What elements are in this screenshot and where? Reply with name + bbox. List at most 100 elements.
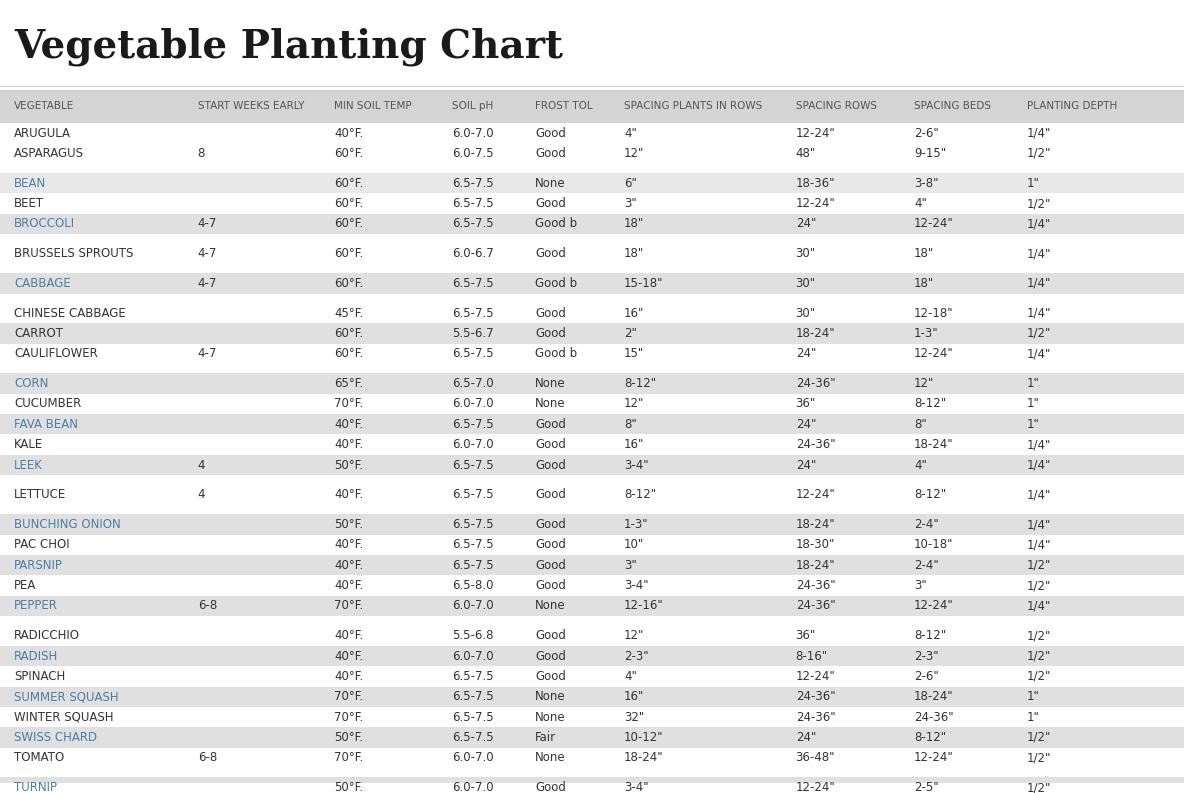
Text: SPACING ROWS: SPACING ROWS [796,102,876,112]
Text: CUCUMBER: CUCUMBER [14,397,82,411]
Text: 15-18": 15-18" [624,277,663,290]
Text: 6.5-7.5: 6.5-7.5 [452,277,494,290]
Text: 10-18": 10-18" [914,538,953,551]
Text: 50°F.: 50°F. [334,781,363,793]
Text: 10-12": 10-12" [624,731,663,744]
Text: 9-15": 9-15" [914,147,946,160]
Text: 12-24": 12-24" [796,127,836,140]
Text: 1/2": 1/2" [1027,751,1051,764]
Text: 24-36": 24-36" [796,439,835,451]
Text: 1/2": 1/2" [1027,327,1051,340]
Text: START WEEKS EARLY: START WEEKS EARLY [198,102,304,112]
Text: CAULIFLOWER: CAULIFLOWER [14,347,98,360]
FancyBboxPatch shape [0,234,1184,243]
Text: 24": 24" [796,217,816,231]
Text: 2-5": 2-5" [914,781,939,793]
Text: 1": 1" [1027,177,1040,190]
Text: 1/4": 1/4" [1027,600,1051,612]
Text: BRUSSELS SPROUTS: BRUSSELS SPROUTS [14,247,134,260]
FancyBboxPatch shape [0,646,1184,666]
Text: Good b: Good b [535,347,578,360]
Text: RADISH: RADISH [14,649,58,662]
Text: PEPPER: PEPPER [14,600,58,612]
Text: 1/4": 1/4" [1027,277,1051,290]
FancyBboxPatch shape [0,274,1184,293]
Text: Good: Good [535,197,566,210]
Text: 24-36": 24-36" [796,600,835,612]
FancyBboxPatch shape [0,123,1184,144]
FancyBboxPatch shape [0,626,1184,646]
Text: Good: Good [535,538,566,551]
FancyBboxPatch shape [0,687,1184,707]
Text: 70°F.: 70°F. [334,751,363,764]
Text: 6-8: 6-8 [198,600,217,612]
FancyBboxPatch shape [0,475,1184,485]
Text: 4-7: 4-7 [198,217,217,231]
Text: ASPARAGUS: ASPARAGUS [14,147,84,160]
Text: 6.0-7.0: 6.0-7.0 [452,649,494,662]
Text: 6.0-7.0: 6.0-7.0 [452,781,494,793]
Text: 1/2": 1/2" [1027,731,1051,744]
Text: 8: 8 [198,147,205,160]
Text: 40°F.: 40°F. [334,579,363,592]
FancyBboxPatch shape [0,576,1184,596]
Text: 6-8: 6-8 [198,751,217,764]
FancyBboxPatch shape [0,264,1184,274]
Text: 1/4": 1/4" [1027,538,1051,551]
FancyBboxPatch shape [0,193,1184,214]
Text: 24": 24" [796,347,816,360]
Text: 12": 12" [624,629,644,642]
Text: BUNCHING ONION: BUNCHING ONION [14,518,121,531]
FancyBboxPatch shape [0,163,1184,173]
FancyBboxPatch shape [0,707,1184,727]
Text: 2-3": 2-3" [914,649,939,662]
Text: 24": 24" [796,418,816,431]
Text: BEAN: BEAN [14,177,46,190]
Text: 6.0-6.7: 6.0-6.7 [452,247,494,260]
Text: TURNIP: TURNIP [14,781,57,793]
Text: WINTER SQUASH: WINTER SQUASH [14,711,114,723]
Text: 1": 1" [1027,711,1040,723]
FancyBboxPatch shape [0,596,1184,616]
Text: 30": 30" [796,277,816,290]
Text: 2-4": 2-4" [914,559,939,572]
FancyBboxPatch shape [0,666,1184,687]
Text: 6.5-7.5: 6.5-7.5 [452,197,494,210]
Text: 12-24": 12-24" [914,751,954,764]
Text: Good: Good [535,147,566,160]
Text: Good: Good [535,579,566,592]
Text: 40°F.: 40°F. [334,439,363,451]
Text: 6.0-7.0: 6.0-7.0 [452,439,494,451]
Text: 8-12": 8-12" [624,488,656,501]
Text: 12-24": 12-24" [796,781,836,793]
FancyBboxPatch shape [0,374,1184,394]
Text: 12-24": 12-24" [914,347,954,360]
FancyBboxPatch shape [0,777,1184,793]
Text: PLANTING DEPTH: PLANTING DEPTH [1027,102,1117,112]
Text: 40°F.: 40°F. [334,127,363,140]
Text: PARSNIP: PARSNIP [14,559,63,572]
Text: 1/2": 1/2" [1027,629,1051,642]
Text: Good: Good [535,439,566,451]
Text: SPINACH: SPINACH [14,670,65,683]
Text: 6.5-7.5: 6.5-7.5 [452,670,494,683]
Text: 40°F.: 40°F. [334,670,363,683]
Text: 24-36": 24-36" [796,579,835,592]
Text: SUMMER SQUASH: SUMMER SQUASH [14,690,118,703]
Text: 6.5-7.5: 6.5-7.5 [452,347,494,360]
Text: None: None [535,711,566,723]
Text: SPACING BEDS: SPACING BEDS [914,102,991,112]
Text: 1": 1" [1027,690,1040,703]
Text: CARROT: CARROT [14,327,63,340]
FancyBboxPatch shape [0,555,1184,576]
Text: 12-24": 12-24" [914,600,954,612]
Text: 3-4": 3-4" [624,579,649,592]
Text: PAC CHOI: PAC CHOI [14,538,70,551]
Text: Fair: Fair [535,731,556,744]
Text: Good: Good [535,327,566,340]
Text: VEGETABLE: VEGETABLE [14,102,75,112]
Text: 2": 2" [624,327,637,340]
FancyBboxPatch shape [0,748,1184,768]
Text: 24": 24" [796,458,816,472]
FancyBboxPatch shape [0,394,1184,414]
